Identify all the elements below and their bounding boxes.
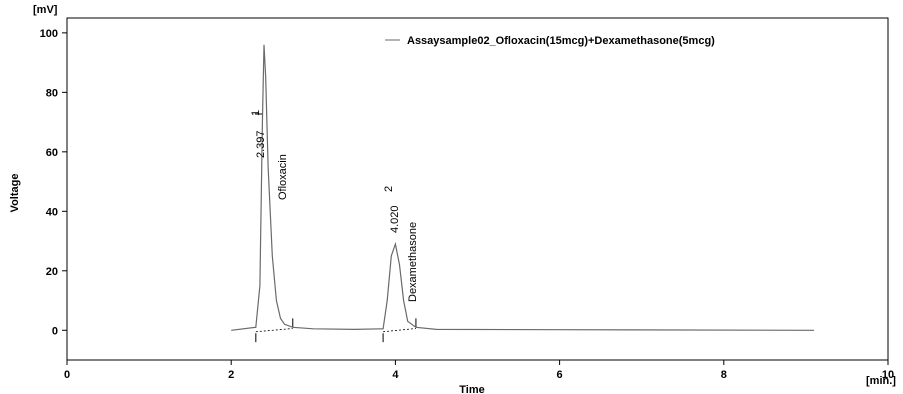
peak-labels: 2.397 1 Ofloxacin 4.020 2 Dexamethasone (250, 110, 419, 302)
x-tick-label: 6 (557, 369, 563, 381)
x-tick-label: 10 (882, 369, 894, 381)
peak-compound-name: Dexamethasone (407, 222, 419, 302)
y-tick-label: 40 (46, 206, 58, 218)
baseline-segment (255, 328, 293, 333)
integration-baselines (255, 318, 417, 343)
x-tick-label: 4 (392, 369, 399, 381)
x-unit-label: [min.] (866, 375, 896, 387)
plot-frame (66, 17, 889, 361)
y-axis-label: Voltage (9, 174, 21, 213)
series-layer (231, 44, 815, 331)
baseline-segment (383, 328, 416, 333)
x-tick-label: 8 (721, 369, 727, 381)
y-tick-label: 20 (46, 266, 58, 278)
x-tick-label: 0 (64, 369, 70, 381)
y-unit-label: [mV] (33, 4, 58, 16)
peak-retention-time: 4.020 (389, 205, 401, 233)
y-tick-label: 80 (46, 87, 58, 99)
y-tick-label: 100 (40, 28, 58, 40)
legend-entry: Assaysample02_Ofloxacin(15mcg)+Dexametha… (407, 35, 715, 47)
x-axis-label: Time (459, 384, 484, 394)
legend: Assaysample02_Ofloxacin(15mcg)+Dexametha… (385, 35, 715, 47)
x-tick-label: 2 (228, 369, 234, 381)
peak-retention-time: 2.397 (255, 130, 267, 158)
series-line-0 (231, 44, 815, 331)
peak-compound-name: Ofloxacin (277, 154, 289, 200)
peak-number: 2 (383, 186, 395, 192)
peak-number: 1 (250, 110, 262, 116)
y-tick-label: 0 (52, 325, 58, 337)
y-tick-label: 60 (46, 147, 58, 159)
